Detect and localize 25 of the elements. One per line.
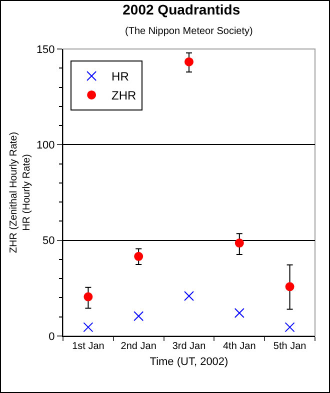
chart-subtitle: (The Nippon Meteor Society) — [125, 26, 253, 37]
y-tick-label: 100 — [36, 140, 55, 152]
x-tick-label: 1st Jan — [72, 341, 104, 352]
y-tick-label: 0 — [48, 330, 55, 343]
point — [184, 57, 194, 66]
point — [285, 282, 294, 292]
point — [84, 292, 93, 302]
y-tick-label: 150 — [36, 44, 55, 56]
legend-label: HR — [112, 70, 130, 84]
point — [234, 308, 244, 318]
point — [83, 322, 94, 332]
x-tick-label: 3rd Jan — [172, 341, 206, 352]
point — [134, 252, 144, 261]
x-tick-label: 2nd Jan — [120, 341, 156, 352]
x-axis-title: Time (UT, 2002) — [150, 356, 228, 368]
legend-label: ZHR — [112, 88, 137, 103]
point — [284, 322, 295, 332]
y-axis-title: ZHR (Zenithal Hourly Rate) HR (Hourly Rate) — [8, 132, 32, 254]
x-tick-label: 4th Jan — [222, 341, 256, 352]
y-tick-label: 50 — [42, 235, 55, 248]
point — [234, 238, 244, 248]
point — [134, 311, 144, 322]
point — [184, 291, 194, 302]
x-tick-label: 5th Jan — [273, 341, 306, 352]
chart-title: 2002 Quadrantids — [122, 2, 240, 18]
